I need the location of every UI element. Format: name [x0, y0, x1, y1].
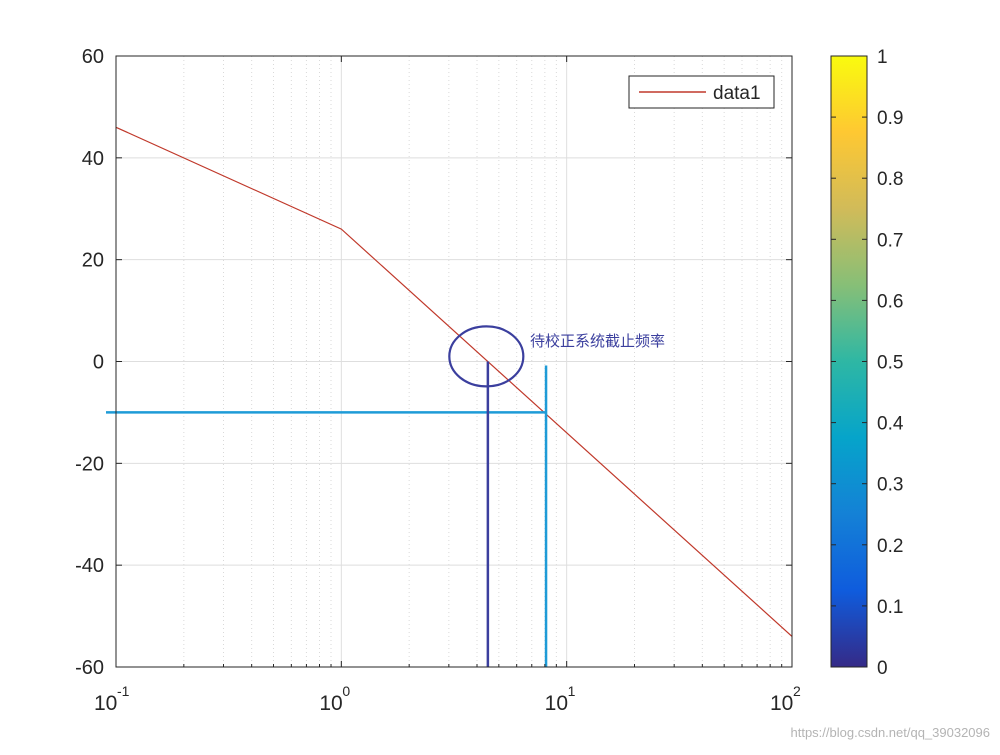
series-layer: [116, 126, 792, 637]
annotation-circle: [448, 325, 525, 388]
annotations-layer: 待校正系统截止频率: [106, 325, 665, 667]
colorbar-tick-label: 0.5: [877, 353, 903, 374]
colorbar-tick-label: 0.1: [877, 597, 903, 618]
colorbar-tick-label: 0.9: [877, 108, 903, 129]
y-tick-label: 20: [82, 250, 104, 272]
y-tick-label: 40: [82, 148, 104, 170]
x-tick-label: 10-1: [94, 683, 130, 715]
colorbar-gradient: [830, 55, 868, 668]
colorbar-tick-label: 0.2: [877, 536, 903, 557]
x-tick-base: 10: [545, 692, 568, 715]
x-tick-label: 101: [545, 683, 576, 715]
grid: [116, 56, 792, 667]
y-tick-label: -20: [75, 453, 104, 475]
legend-label: data1: [713, 83, 761, 104]
x-tick-exponent: -1: [117, 683, 130, 699]
watermark-text: https://blog.csdn.net/qq_39032096: [790, 725, 991, 740]
x-tick-label: 102: [770, 683, 801, 715]
colorbar: 0 0.1 0.2 0.3 0.4 0.5 0.6 0.7 0.8 0.9 1: [830, 47, 904, 679]
x-tick-base: 10: [94, 692, 117, 715]
colorbar-tick-label: 1: [877, 47, 888, 68]
series-line-data1: [116, 126, 792, 637]
y-tick-label: -40: [75, 555, 104, 577]
y-tick-label: -60: [75, 657, 104, 679]
colorbar-tick-label: 0.6: [877, 291, 903, 312]
colorbar-tick-label: 0.8: [877, 169, 903, 190]
colorbar-tick-label: 0.4: [877, 414, 904, 435]
x-tick-exponent: 2: [793, 683, 801, 699]
colorbar-tick-label: 0.3: [877, 475, 903, 496]
x-tick-exponent: 0: [342, 683, 350, 699]
x-tick-base: 10: [319, 692, 342, 715]
x-tick-exponent: 1: [568, 683, 576, 699]
colorbar-tick-label: 0.7: [877, 230, 903, 251]
colorbar-tick-label: 0: [877, 658, 888, 679]
y-tick-label: 0: [93, 352, 104, 374]
y-tick-label: 60: [82, 46, 104, 68]
x-tick-label: 100: [319, 683, 350, 715]
legend: data1: [628, 75, 775, 109]
annotation-label: 待校正系统截止频率: [530, 333, 665, 350]
x-tick-base: 10: [770, 692, 793, 715]
